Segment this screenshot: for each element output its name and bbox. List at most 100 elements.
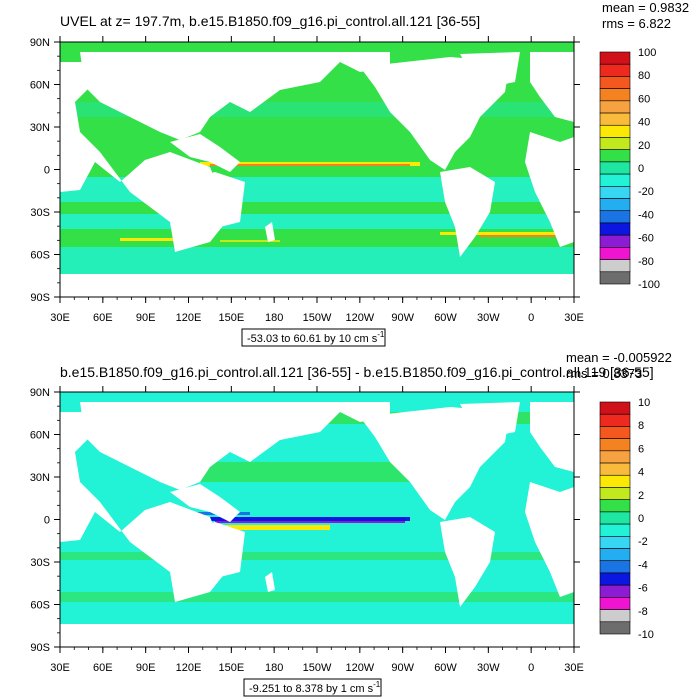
lon-tick-label: 30W [477, 312, 500, 324]
lon-tick-label: 120W [345, 312, 374, 324]
range-box-2: -9.251 to 8.378 by 1 cm s-1 [243, 678, 382, 697]
colorbar-2: 10 8 6 4 2 0 -2 -4 -6 -8 -10 [599, 397, 654, 641]
colorbar-swatch [599, 560, 631, 574]
colorbar-label: 20 [638, 140, 650, 152]
panel-2 [59, 391, 575, 648]
colorbar-swatch [599, 137, 631, 150]
colorbar-swatch [599, 426, 631, 439]
colorbar-swatch [599, 112, 631, 126]
colorbar-label: -10 [638, 629, 654, 641]
lon-tick-label: 180 [265, 662, 283, 674]
colorbar-swatch [599, 597, 631, 610]
colorbar-label: 40 [638, 117, 650, 129]
lat-tick-label: 30N [30, 472, 50, 484]
lon-tick-label: 90W [391, 662, 414, 674]
colorbar-swatch [599, 584, 631, 598]
panel-1-rms: rms = 6.822 [602, 16, 671, 31]
lat-tick-label: 60S [30, 250, 50, 262]
colorbar-swatch [599, 271, 631, 285]
colorbar-swatch [599, 572, 631, 586]
lon-tick-label: 180 [265, 312, 283, 324]
lat-tick-label: 60N [30, 80, 50, 92]
colorbar-swatch [599, 186, 631, 199]
colorbar-swatch [599, 450, 631, 464]
colorbar-label: 0 [638, 163, 644, 175]
colorbar-swatch [599, 487, 631, 500]
lon-tick-label: 60W [434, 662, 457, 674]
lon-axis-2: 30E 60E 90E 120E 150E 180 150W 120W 90W 60W 30W 0 30… [50, 386, 584, 674]
colorbar-label: 8 [638, 420, 644, 432]
lon-tick-label: 150E [218, 662, 244, 674]
lat-tick-label: 90S [30, 642, 50, 654]
panel-2-mean: mean = -0.005922 [566, 350, 672, 365]
colorbar-swatch [599, 149, 631, 163]
colorbar-swatch [599, 438, 631, 452]
colorbar-swatch [599, 259, 631, 273]
lat-axis-2: 90N 60N 30N 0 30S 60S 90S [30, 387, 580, 654]
colorbar-swatch [599, 413, 631, 427]
colorbar-label: -8 [638, 606, 648, 618]
lat-tick-label: 0 [44, 515, 50, 527]
lon-tick-label: 60E [93, 312, 113, 324]
colorbar-swatch [599, 499, 631, 513]
lon-tick-label: 120E [176, 662, 202, 674]
colorbar-swatch [599, 609, 631, 623]
panel-1 [59, 41, 575, 298]
colorbar-label: -4 [638, 559, 648, 571]
colorbar-1: 100 80 60 40 20 0 -20 -40 -60 -80 -100 [599, 47, 660, 291]
lon-tick-label: 30E [564, 662, 584, 674]
colorbar-swatch [599, 474, 631, 488]
panel-2-title: b.e15.B1850.f09_g16.pi_control.all.121 [… [60, 364, 654, 380]
lat-tick-label: 60S [30, 600, 50, 612]
colorbar-swatch [599, 536, 631, 549]
colorbar-label: -20 [638, 186, 654, 198]
lon-tick-label: 90E [136, 312, 156, 324]
colorbar-swatch [599, 63, 631, 77]
colorbar-swatch [599, 88, 631, 102]
colorbar-swatch [599, 621, 631, 635]
lat-tick-label: 30N [30, 122, 50, 134]
lat-tick-label: 90N [30, 387, 50, 399]
lon-tick-label: 150W [303, 312, 332, 324]
lon-tick-label: 30W [477, 662, 500, 674]
colorbar-swatch [599, 511, 631, 525]
colorbar-swatch [599, 462, 631, 476]
lon-axis-1: 30E 60E 90E 120E 150E 180 150W 120W 90W 60W 30W 0 30… [50, 36, 584, 324]
colorbar-swatch [599, 173, 631, 187]
colorbar-label: -40 [638, 209, 654, 221]
panel-2-rms: rms = 0.8373 [566, 366, 642, 381]
colorbar-label: -80 [638, 256, 654, 268]
colorbar-swatch [599, 548, 631, 562]
lat-tick-label: 90N [30, 37, 50, 49]
lon-tick-label: 120E [176, 312, 202, 324]
colorbar-label: 60 [638, 93, 650, 105]
colorbar-label: 2 [638, 490, 644, 502]
colorbar-label: 10 [638, 397, 650, 409]
colorbar-swatch [599, 234, 631, 248]
colorbar-label: 0 [638, 513, 644, 525]
colorbar-swatch [599, 51, 631, 65]
colorbar-swatch [599, 124, 631, 138]
colorbar-swatch [599, 247, 631, 260]
colorbar-swatch [599, 210, 631, 224]
lat-axis-1: 90N 60N 30N 0 30S 60S 90S [30, 37, 580, 304]
colorbar-swatch [599, 523, 631, 537]
lat-tick-label: 30S [30, 207, 50, 219]
lat-tick-label: 90S [30, 292, 50, 304]
colorbar-swatch [599, 222, 631, 236]
panel-1-title: UVEL at z= 197.7m, b.e15.B1850.f09_g16.p… [60, 13, 480, 29]
lon-tick-label: 90E [136, 662, 156, 674]
colorbar-swatch [599, 198, 631, 212]
range-label-1: -53.03 to 60.61 by 10 cm s-1 [247, 330, 385, 345]
colorbar-label: 4 [638, 467, 644, 479]
colorbar-label: -100 [638, 279, 660, 291]
lat-tick-label: 60N [30, 430, 50, 442]
lon-tick-label: 30E [564, 312, 584, 324]
lat-tick-label: 0 [44, 165, 50, 177]
lon-tick-label: 60E [93, 662, 113, 674]
colorbar-label: 80 [638, 70, 650, 82]
colorbar-label: 100 [638, 47, 656, 59]
lat-tick-label: 30S [30, 557, 50, 569]
lon-tick-label: 150W [303, 662, 332, 674]
